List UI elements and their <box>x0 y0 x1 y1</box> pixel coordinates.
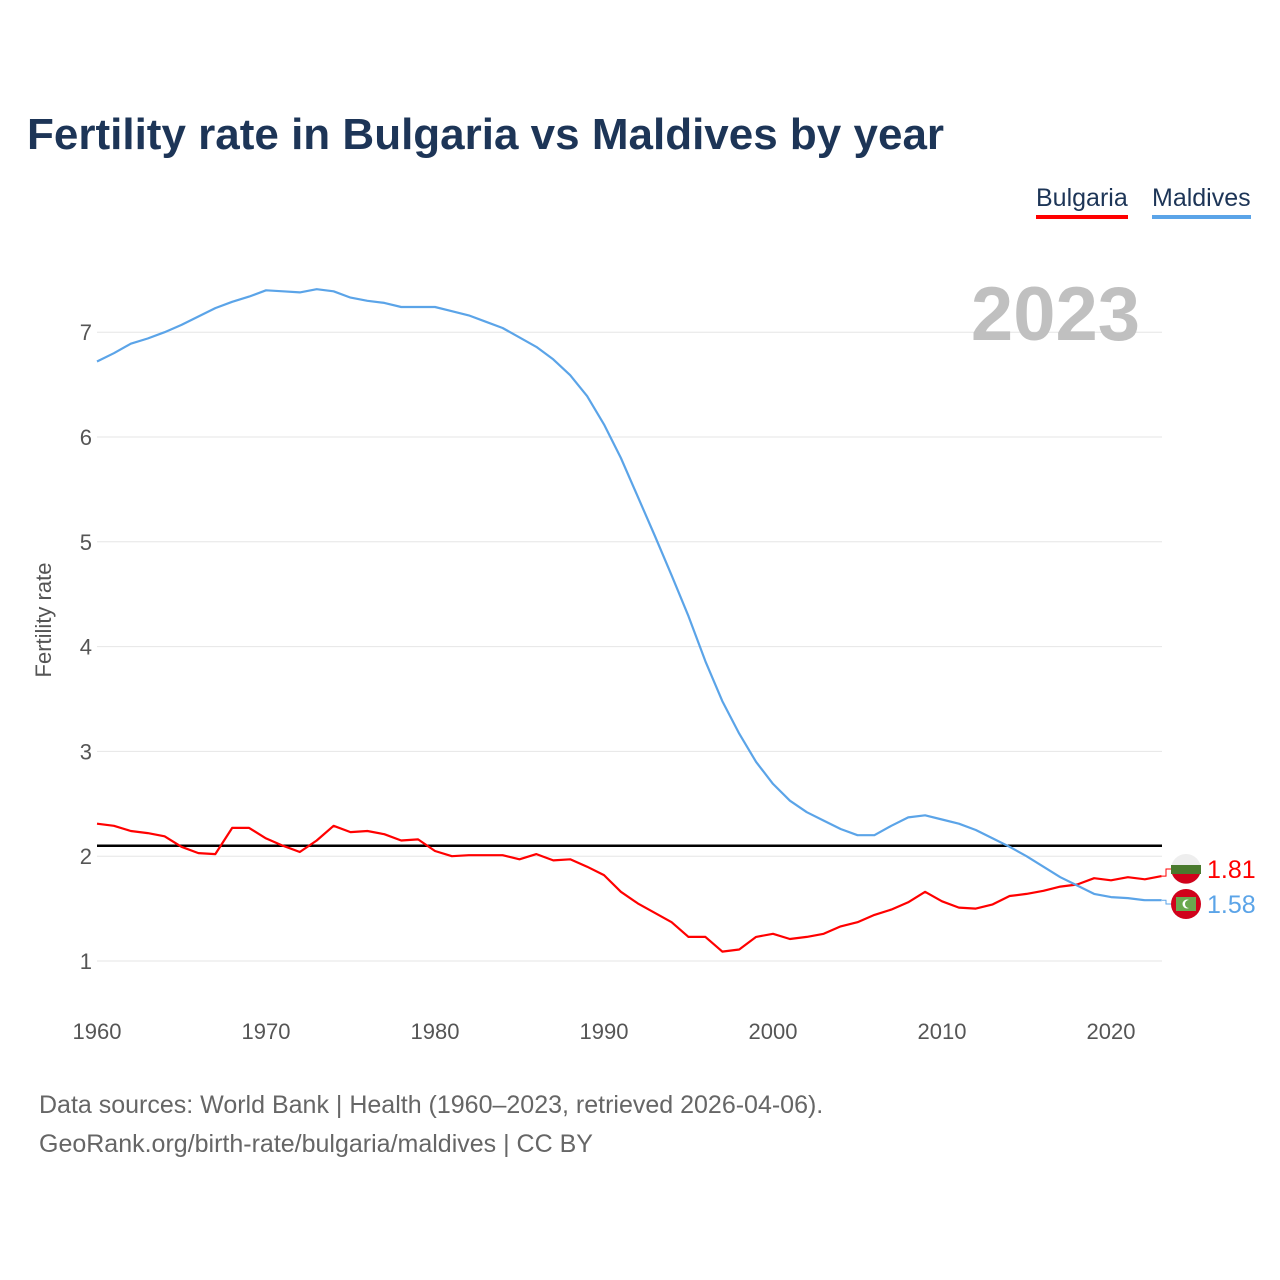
x-tick-label: 2010 <box>918 1019 967 1044</box>
series-line-bulgaria <box>96 822 1162 953</box>
y-tick-label: 1 <box>80 949 92 974</box>
y-tick-label: 3 <box>80 739 92 764</box>
end-connector <box>1162 868 1172 877</box>
x-tick-label: 1980 <box>411 1019 460 1044</box>
chart-title: Fertility rate in Bulgaria vs Maldives b… <box>27 110 945 159</box>
bulgaria-flag-stripe <box>1171 865 1201 874</box>
source-link[interactable]: GeoRank.org/birth-rate/bulgaria/maldives… <box>39 1130 593 1158</box>
data-source-note: Data sources: World Bank | Health (1960–… <box>39 1091 824 1119</box>
end-connector <box>1162 899 1172 905</box>
x-tick-label: 2020 <box>1087 1019 1136 1044</box>
legend-maldives[interactable]: Maldives <box>1152 184 1251 219</box>
maldives-crescent <box>1185 900 1193 908</box>
year-watermark: 2023 <box>971 272 1140 357</box>
x-tick-label: 2000 <box>749 1019 798 1044</box>
y-tick-label: 6 <box>80 425 92 450</box>
x-tick-label: 1990 <box>580 1019 629 1044</box>
x-tick-label: 1970 <box>242 1019 291 1044</box>
y-tick-label: 2 <box>80 844 92 869</box>
bulgaria-flag-stripe <box>1172 874 1200 884</box>
y-axis-label: Fertility rate <box>31 563 56 678</box>
end-value-label-bulgaria: 1.81 <box>1207 856 1256 884</box>
x-tick-label: 1960 <box>73 1019 122 1044</box>
y-tick-label: 4 <box>80 635 92 660</box>
series-line-maldives <box>96 288 1162 902</box>
y-tick-label: 7 <box>80 320 92 345</box>
end-value-label-maldives: 1.58 <box>1207 891 1256 919</box>
legend-bulgaria[interactable]: Bulgaria <box>1036 184 1128 219</box>
y-tick-label: 5 <box>80 530 92 555</box>
line-chart: 1 2 3 4 5 6 7 1960 1970 1980 1990 2000 2010 2020 Ferti… <box>31 272 1256 1044</box>
footer: Data sources: World Bank | Health (1960–… <box>39 1086 823 1164</box>
